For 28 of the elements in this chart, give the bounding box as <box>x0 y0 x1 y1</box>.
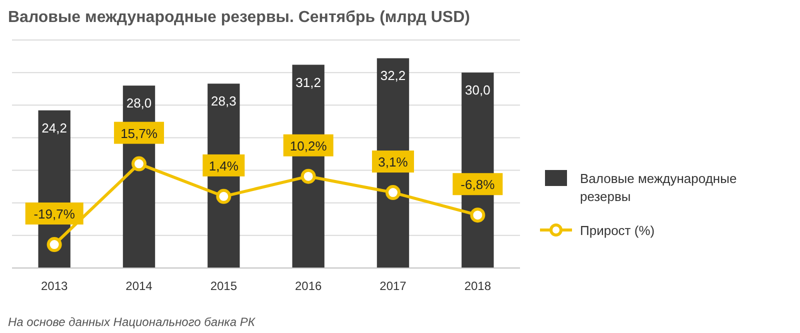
point <box>132 156 146 172</box>
x-tick-label: 2015 <box>210 279 238 293</box>
x-tick-label: 2016 <box>294 279 322 293</box>
data-label: 31,2 <box>296 74 321 90</box>
x-tick-label: 2018 <box>464 279 492 293</box>
data-label: 30,0 <box>465 82 490 98</box>
legend-label: Прирост (%) <box>580 223 655 238</box>
point <box>386 185 400 200</box>
x-tick-label: 2014 <box>126 279 153 293</box>
data-label: 1,4% <box>208 158 239 174</box>
data-label: 28,0 <box>126 96 152 111</box>
point <box>46 237 62 252</box>
legend-label: Валовые международные резервы <box>580 171 737 204</box>
text: На основе данных Национального банка РК <box>8 315 256 329</box>
data-label: 15,7% <box>120 126 158 141</box>
chart-title: Валовые международные резервы. Сентябрь (млрд USD) <box>8 9 470 26</box>
data-label: 32,2 <box>380 68 406 84</box>
point <box>300 168 316 184</box>
x-tick-label: 2013 <box>40 279 68 293</box>
x-tick-label: 2017 <box>380 279 407 293</box>
data-label: 24,2 <box>42 120 67 136</box>
data-label: -6,8% <box>460 177 496 192</box>
data-label: 3,1% <box>378 154 408 170</box>
data-label: 10,2% <box>290 138 328 154</box>
data-label: -19,7% <box>34 206 76 222</box>
point <box>216 188 232 204</box>
point <box>470 208 486 223</box>
data-label: 28,3 <box>211 94 236 109</box>
